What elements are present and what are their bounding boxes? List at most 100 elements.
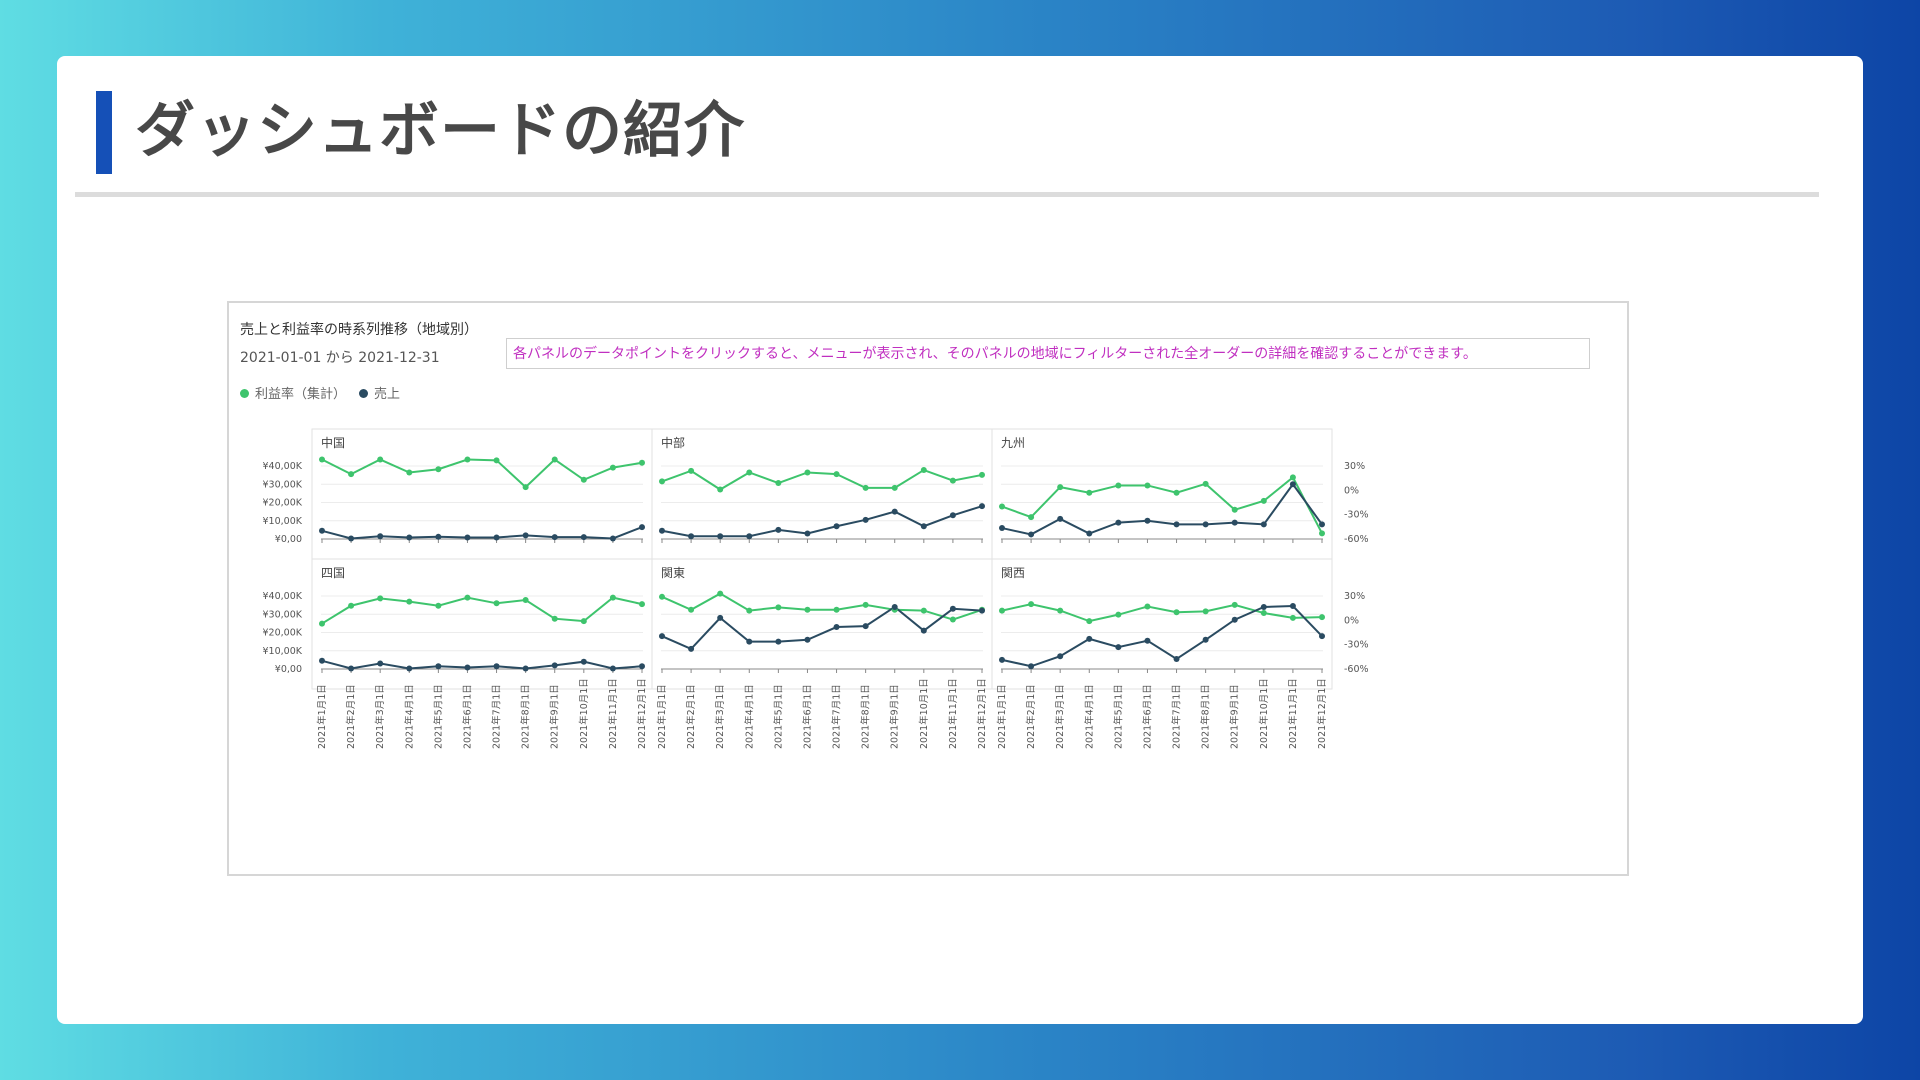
month-tick-label: 2021年7月1日 [491, 684, 503, 749]
profit-point [999, 503, 1005, 510]
month-tick-label: 2021年12月1日 [976, 678, 988, 749]
profit-point [1115, 482, 1122, 489]
profit-line [661, 592, 983, 621]
title-divider [75, 192, 1819, 197]
profit-point [377, 456, 384, 463]
profit-point [1260, 610, 1267, 617]
profit-point [746, 469, 753, 476]
profit-line [1001, 603, 1323, 623]
profit-point [319, 456, 325, 463]
profit-point [464, 456, 471, 463]
profit-point [493, 457, 500, 464]
month-tick-label: 2021年7月1日 [831, 684, 843, 749]
sales-point [377, 660, 384, 667]
sales-point [833, 624, 840, 631]
month-tick-label: 2021年8月1日 [1200, 684, 1212, 749]
sales-point [999, 525, 1005, 532]
sales-point [891, 603, 898, 610]
profit-point [522, 484, 529, 491]
sales-point [746, 638, 753, 645]
profit-line [661, 468, 983, 491]
left-axis-tick-label: ¥30,00K [263, 609, 303, 620]
month-tick-label: 2021年8月1日 [520, 684, 532, 749]
month-tick-label: 2021年9月1日 [1229, 684, 1241, 749]
left-axis-tick-label: ¥20,00K [263, 498, 303, 509]
legend-item-profit[interactable]: 利益率（集計） [240, 383, 346, 402]
profit-point [348, 602, 355, 609]
dashboard-screenshot: 売上と利益率の時系列推移（地域別） 2021-01-01 から 2021-12-… [227, 301, 1629, 876]
profit-point [862, 484, 869, 491]
facet-title: 四国 [321, 566, 345, 580]
profit-point [775, 604, 782, 611]
sales-point [580, 658, 587, 665]
sales-point [979, 607, 985, 614]
sales-point [1289, 603, 1296, 610]
profit-point [1115, 611, 1122, 618]
month-tick-label: 2021年10月1日 [918, 678, 930, 749]
notice-box: 各パネルのデータポイントをクリックすると、メニューが表示され、そのパネルの地域に… [506, 338, 1590, 369]
sales-point [1319, 521, 1325, 528]
profit-point [1202, 608, 1209, 615]
profit-point [833, 606, 840, 613]
profit-line [1001, 475, 1323, 534]
profit-point [1028, 601, 1035, 608]
profit-point [862, 601, 869, 608]
profit-point [659, 478, 665, 485]
sales-point [435, 663, 442, 670]
month-tick-label: 2021年12月1日 [636, 678, 648, 749]
sales-point [1202, 636, 1209, 643]
month-tick-label: 2021年2月1日 [685, 684, 697, 749]
month-tick-label: 2021年5月1日 [772, 684, 784, 749]
right-axis-tick-label: -60% [1344, 664, 1369, 675]
small-multiples-chart: 中国 ¥0,00 ¥10,00K ¥20,00K ¥30,00K ¥40,00K 中部 九州 3… [263, 428, 1369, 749]
sales-point [435, 533, 442, 540]
facet-frame [991, 558, 1333, 690]
legend-profit-dot [240, 389, 249, 398]
month-tick-label: 2021年9月1日 [889, 684, 901, 749]
sales-point [1144, 517, 1151, 524]
sales-line [1001, 605, 1323, 668]
left-axis-tick-label: ¥0,00 [275, 664, 302, 675]
profit-point [804, 469, 811, 476]
sales-point [522, 532, 529, 539]
profit-point [406, 598, 413, 605]
profit-point [1057, 607, 1064, 614]
profit-point [688, 606, 695, 613]
sales-point [862, 516, 869, 523]
legend-sales-label: 売上 [374, 387, 401, 402]
profit-point [659, 593, 665, 600]
profit-point [949, 477, 956, 484]
profit-point [717, 486, 724, 493]
profit-point [639, 459, 645, 466]
sales-point [1086, 635, 1093, 642]
sales-point [1202, 521, 1209, 528]
month-tick-label: 2021年5月1日 [432, 684, 444, 749]
month-tick-label: 2021年1月1日 [656, 684, 668, 749]
profit-line [321, 458, 643, 489]
month-tick-label: 2021年1月1日 [996, 684, 1008, 749]
profit-point [1260, 497, 1267, 504]
facet-title: 九州 [1001, 436, 1025, 450]
sales-point [551, 534, 558, 541]
profit-point [580, 476, 587, 483]
profit-point [551, 615, 558, 622]
right-axis-tick-label: 30% [1344, 591, 1365, 602]
profit-point [891, 484, 898, 491]
right-axis-tick-label: -30% [1344, 640, 1369, 651]
sales-point [1028, 663, 1035, 670]
month-tick-label: 2021年11月1日 [1287, 678, 1299, 749]
title-accent-bar [96, 91, 112, 174]
month-tick-label: 2021年3月1日 [374, 684, 386, 749]
sales-point [1173, 521, 1180, 528]
date-range: 2021-01-01 から 2021-12-31 [240, 350, 440, 366]
month-tick-label: 2021年4月1日 [1083, 684, 1095, 749]
sales-point [688, 645, 695, 652]
profit-point [949, 616, 956, 623]
sales-point [1260, 521, 1267, 528]
legend-item-sales[interactable]: 売上 [359, 383, 400, 402]
month-tick-label: 2021年12月1日 [1316, 678, 1328, 749]
profit-point [1057, 484, 1064, 491]
profit-point [1289, 474, 1296, 481]
profit-point [1086, 489, 1093, 496]
left-axis-tick-label: ¥40,00K [263, 591, 303, 602]
